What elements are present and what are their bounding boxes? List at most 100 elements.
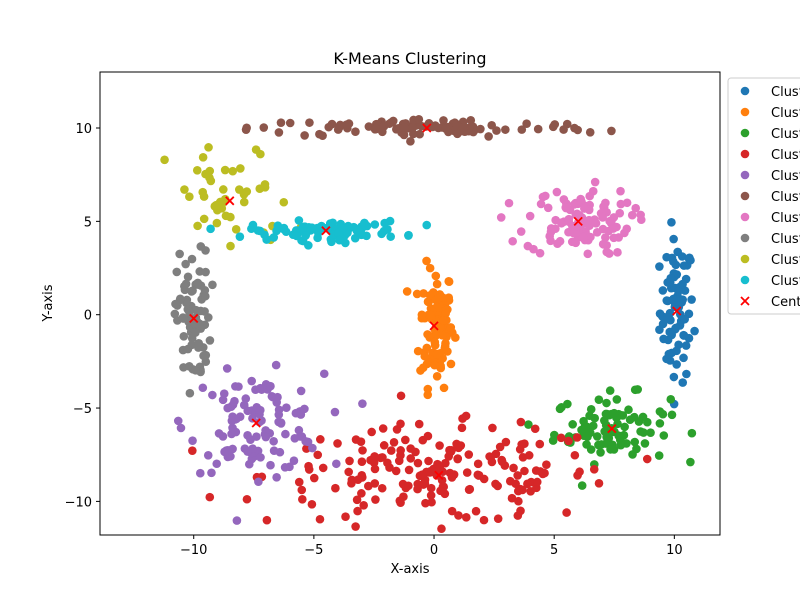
data-point bbox=[536, 199, 546, 209]
legend-label: Cluster 4 bbox=[771, 169, 800, 184]
data-point bbox=[217, 203, 227, 213]
data-point bbox=[239, 197, 249, 207]
data-point bbox=[404, 231, 413, 240]
data-point bbox=[406, 444, 415, 453]
legend-label: Cluster 0 bbox=[771, 85, 800, 100]
data-point bbox=[501, 437, 511, 447]
data-point bbox=[417, 310, 427, 320]
data-point bbox=[266, 381, 275, 391]
data-point bbox=[219, 185, 228, 194]
data-point bbox=[432, 279, 442, 289]
data-point bbox=[479, 515, 489, 525]
data-point bbox=[550, 120, 560, 129]
data-point bbox=[662, 296, 672, 305]
data-point bbox=[447, 473, 457, 482]
data-point bbox=[259, 123, 269, 132]
data-point bbox=[232, 516, 242, 525]
data-point bbox=[294, 477, 304, 487]
data-point bbox=[665, 278, 675, 288]
data-point bbox=[333, 125, 343, 134]
data-point bbox=[530, 424, 540, 434]
data-point bbox=[414, 419, 424, 429]
data-point bbox=[680, 314, 689, 324]
legend-label: Cluster 5 bbox=[771, 190, 800, 205]
data-point bbox=[351, 522, 360, 531]
x-axis-label: X-axis bbox=[391, 562, 430, 577]
data-point bbox=[513, 471, 522, 480]
data-point bbox=[212, 218, 222, 228]
centroid-stroke bbox=[422, 123, 432, 133]
centroid-stroke bbox=[573, 216, 583, 226]
data-point bbox=[196, 306, 206, 316]
data-point bbox=[479, 474, 489, 484]
data-point bbox=[370, 220, 380, 229]
data-point bbox=[185, 307, 194, 317]
data-point bbox=[304, 461, 313, 471]
data-point bbox=[370, 452, 379, 461]
legend-label: Cluster 3 bbox=[771, 148, 800, 163]
y-axis-label: Y-axis bbox=[41, 284, 56, 322]
data-point bbox=[234, 185, 244, 194]
data-point bbox=[585, 411, 594, 421]
data-point bbox=[541, 191, 550, 201]
data-point bbox=[357, 457, 367, 466]
data-point bbox=[241, 394, 251, 403]
data-point bbox=[426, 310, 436, 320]
data-point bbox=[235, 232, 245, 241]
data-point bbox=[437, 475, 447, 485]
data-point bbox=[420, 479, 430, 488]
data-point bbox=[160, 155, 169, 165]
data-point bbox=[672, 360, 681, 369]
data-point bbox=[347, 475, 357, 485]
series-0 bbox=[655, 218, 699, 409]
data-point bbox=[673, 247, 682, 257]
data-point bbox=[439, 116, 448, 125]
legend: Cluster 0 Cluster 1 Cluster 2 Cluster 3 Clus… bbox=[727, 77, 800, 315]
data-point bbox=[396, 498, 405, 507]
data-point bbox=[386, 232, 395, 241]
data-point bbox=[413, 346, 423, 356]
data-point bbox=[674, 286, 683, 296]
data-point bbox=[386, 446, 396, 455]
data-point bbox=[218, 395, 228, 405]
legend-label: Cluster 7 bbox=[771, 232, 800, 247]
data-point bbox=[564, 436, 573, 446]
data-point bbox=[173, 416, 183, 426]
data-point bbox=[422, 359, 432, 369]
data-point bbox=[630, 437, 640, 447]
data-point bbox=[601, 198, 610, 208]
data-point bbox=[244, 459, 254, 469]
data-point bbox=[514, 496, 523, 506]
data-point bbox=[592, 432, 602, 441]
data-point bbox=[228, 423, 237, 433]
data-point bbox=[386, 118, 396, 127]
data-point bbox=[484, 132, 493, 141]
data-point bbox=[256, 149, 265, 159]
data-point bbox=[204, 143, 213, 152]
data-point bbox=[269, 233, 279, 242]
data-point bbox=[313, 450, 323, 460]
data-point bbox=[251, 385, 260, 394]
data-point bbox=[491, 479, 500, 489]
data-point bbox=[518, 452, 528, 462]
data-point bbox=[228, 166, 238, 176]
data-point bbox=[654, 451, 664, 460]
data-point bbox=[646, 428, 655, 437]
data-point bbox=[536, 467, 545, 476]
data-point bbox=[394, 123, 403, 133]
data-point bbox=[333, 439, 342, 448]
data-point bbox=[535, 439, 545, 449]
data-point bbox=[659, 334, 668, 344]
data-point bbox=[509, 463, 518, 473]
data-point bbox=[364, 481, 373, 491]
data-point bbox=[570, 123, 579, 133]
data-point bbox=[176, 423, 186, 433]
data-point bbox=[246, 435, 255, 444]
data-point bbox=[627, 210, 637, 220]
data-point bbox=[671, 260, 681, 270]
centroid-marker bbox=[321, 226, 331, 236]
data-point bbox=[226, 241, 235, 251]
series-7 bbox=[170, 242, 217, 398]
data-point bbox=[655, 262, 664, 271]
data-point bbox=[422, 256, 431, 266]
